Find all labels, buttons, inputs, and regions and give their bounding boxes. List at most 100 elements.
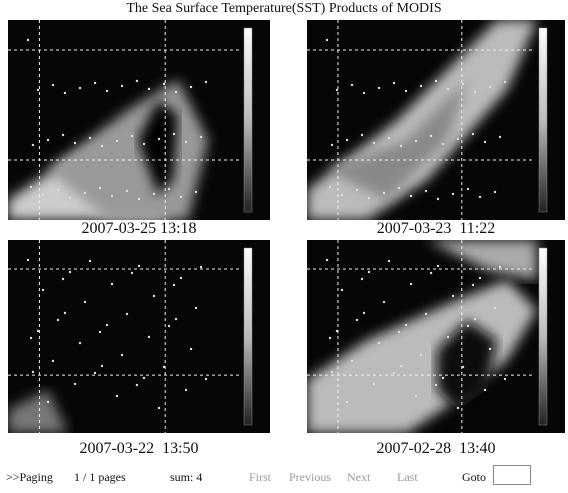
coast-speck: [350, 359, 354, 363]
coast-speck: [362, 91, 366, 95]
coast-speck: [466, 324, 470, 328]
coast-speck: [130, 271, 134, 275]
page-title: The Sea Surface Temperature(SST) Product…: [126, 1, 442, 16]
coast-speck: [392, 81, 396, 85]
coast-speck: [73, 382, 77, 386]
coast-speck: [451, 294, 455, 298]
coast-speck: [325, 258, 329, 262]
coast-speck: [142, 376, 146, 380]
coast-speck: [493, 306, 497, 310]
coast-speck: [46, 400, 50, 404]
cloud-area: [437, 320, 497, 410]
coast-speck: [61, 133, 65, 137]
goto-input[interactable]: [493, 465, 531, 485]
coast-speck: [105, 89, 109, 93]
coast-speck: [328, 336, 332, 340]
coast-speck: [335, 88, 339, 92]
coast-speck: [503, 80, 507, 84]
coast-speck: [78, 341, 82, 345]
coast-speck: [88, 136, 92, 140]
coast-speck: [73, 141, 77, 145]
coast-speck: [63, 91, 67, 95]
coast-speck: [451, 192, 455, 196]
coast-speck: [137, 197, 141, 201]
coast-speck: [409, 282, 413, 286]
coast-speck: [478, 195, 482, 199]
coast-speck: [399, 144, 403, 148]
coast-speck: [436, 197, 440, 201]
coast-speck: [26, 38, 30, 42]
coast-speck: [105, 323, 109, 327]
previous-link[interactable]: Previous: [289, 470, 331, 484]
coast-speck: [367, 196, 371, 200]
sst-image: [307, 240, 565, 433]
coast-speck: [135, 79, 139, 83]
coast-speck: [387, 259, 391, 263]
coast-speck: [419, 353, 423, 357]
coast-speck: [325, 38, 329, 42]
page-count: 1 / 1 pages: [74, 470, 126, 484]
coast-speck: [377, 341, 381, 345]
coast-speck: [387, 136, 391, 140]
coast-speck: [135, 383, 139, 387]
coast-speck: [446, 335, 450, 339]
coast-speck: [115, 139, 119, 143]
coast-speck: [377, 86, 381, 90]
first-link[interactable]: First: [249, 470, 272, 484]
coast-speck: [330, 143, 334, 147]
coast-speck: [167, 187, 171, 191]
sst-image: [8, 240, 270, 433]
coast-speck: [110, 282, 114, 286]
coast-speck: [115, 394, 119, 398]
next-link[interactable]: Next: [347, 470, 371, 484]
coast-speck: [83, 300, 87, 304]
coast-speck: [456, 406, 460, 410]
coast-speck: [434, 383, 438, 387]
coast-speck: [130, 134, 134, 138]
coast-speck: [498, 135, 502, 139]
coast-speck: [179, 195, 183, 199]
cloud-area: [427, 240, 537, 280]
coast-speck: [61, 277, 65, 281]
coast-speck: [46, 138, 50, 142]
coast-speck: [503, 377, 507, 381]
coast-speck: [147, 335, 151, 339]
coast-speck: [471, 283, 475, 287]
coast-speck: [56, 318, 60, 322]
coast-speck: [424, 312, 428, 316]
coast-speck: [93, 371, 97, 375]
coast-speck: [355, 188, 359, 192]
coast-speck: [345, 138, 349, 142]
cloud-area: [138, 100, 178, 195]
coast-speck: [36, 88, 40, 92]
coast-speck: [360, 277, 364, 281]
coast-speck: [137, 264, 141, 268]
coast-speck: [179, 276, 183, 280]
coast-speck: [152, 192, 156, 196]
coast-speck: [152, 294, 156, 298]
coast-speck: [26, 258, 30, 262]
coast-speck: [36, 329, 40, 333]
coast-speck: [399, 364, 403, 368]
coast-speck: [362, 311, 366, 315]
coast-speck: [456, 137, 460, 141]
coast-speck: [350, 83, 354, 87]
coast-speck: [78, 86, 82, 90]
coast-speck: [488, 347, 492, 351]
coast-speck: [441, 142, 445, 146]
coast-speck: [493, 190, 497, 194]
coast-speck: [100, 364, 104, 368]
coast-speck: [110, 194, 114, 198]
coast-speck: [340, 193, 344, 197]
last-link[interactable]: Last: [397, 470, 418, 484]
coast-speck: [434, 79, 438, 83]
item-count: sum: 4: [170, 470, 203, 484]
coast-speck: [100, 144, 104, 148]
coast-speck: [199, 265, 203, 269]
coast-speck: [120, 84, 124, 88]
coast-speck: [360, 133, 364, 137]
coast-speck: [498, 265, 502, 269]
coast-speck: [174, 90, 178, 94]
coast-speck: [172, 132, 176, 136]
